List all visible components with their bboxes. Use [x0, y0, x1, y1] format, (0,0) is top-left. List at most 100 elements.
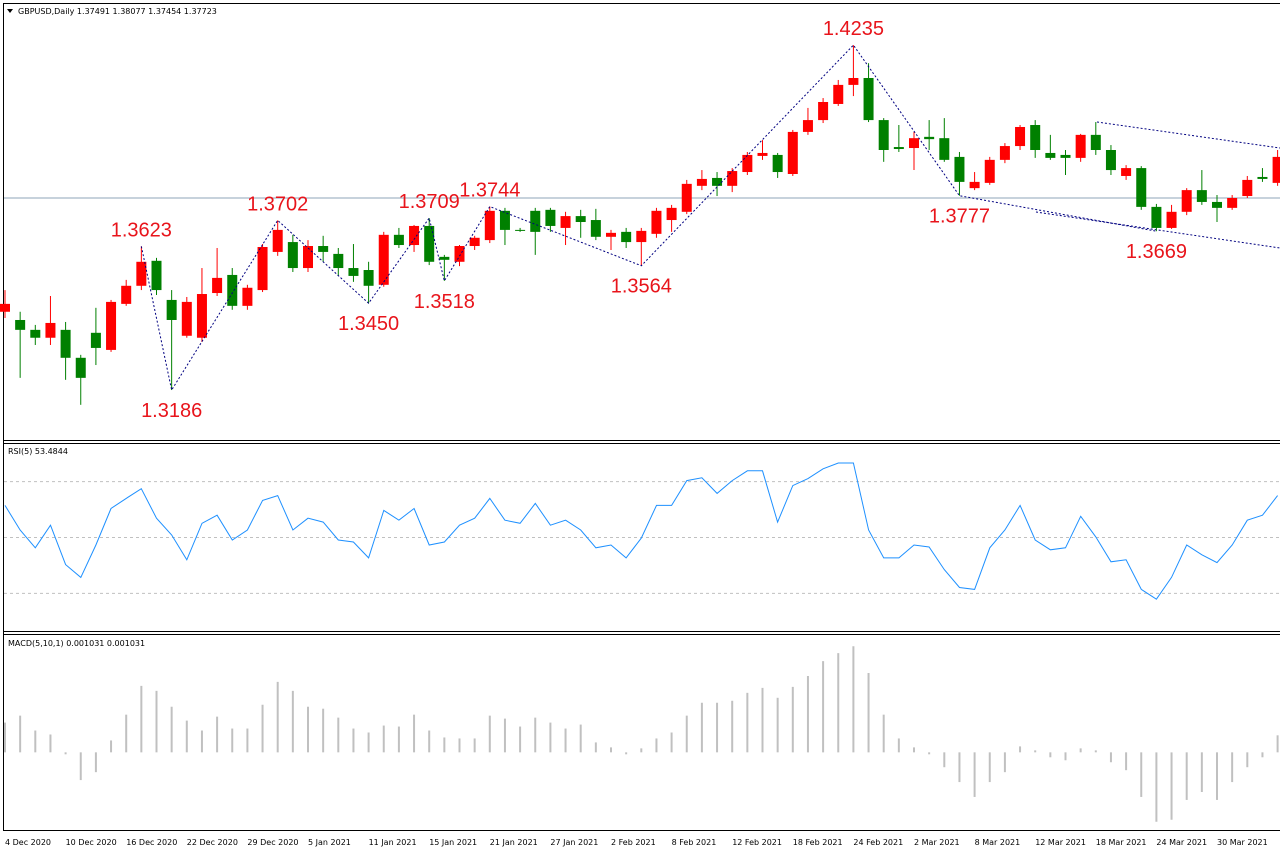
candle-body — [212, 277, 223, 294]
candle-body — [772, 154, 783, 173]
candle-body — [560, 216, 571, 228]
candle-body — [818, 101, 829, 121]
candle-body — [1121, 168, 1132, 176]
x-tick-label: 16 Dec 2020 — [126, 838, 177, 847]
x-tick-label: 18 Mar 2021 — [1096, 838, 1147, 847]
candle-body — [1105, 150, 1116, 171]
candle-body — [166, 299, 177, 320]
x-tick-label: 15 Jan 2021 — [429, 838, 477, 847]
candle-body — [181, 301, 192, 336]
candle-body — [666, 207, 677, 221]
candle-body — [999, 146, 1010, 160]
candle-body — [151, 260, 162, 291]
x-tick-label: 12 Mar 2021 — [1035, 838, 1086, 847]
candle-body — [878, 120, 889, 150]
rsi-title: RSI(5) 53.4844 — [8, 447, 68, 456]
candle-body — [75, 357, 86, 378]
x-tick-label: 30 Mar 2021 — [1217, 838, 1268, 847]
x-tick-label: 2 Mar 2021 — [914, 838, 960, 847]
candle-body — [984, 159, 995, 183]
candle-body — [515, 229, 526, 231]
candle-body — [681, 183, 692, 212]
candle-body — [257, 246, 268, 291]
candle-body — [1272, 156, 1280, 183]
candle-body — [90, 332, 101, 348]
x-tick-label: 24 Feb 2021 — [853, 838, 903, 847]
rsi-line — [4, 462, 1278, 600]
candle-body — [424, 225, 435, 262]
candle-body — [1212, 201, 1222, 208]
candle-body — [1030, 125, 1041, 150]
candle-body — [833, 84, 844, 104]
candle-body — [484, 210, 495, 241]
candle-body — [1257, 176, 1268, 179]
price-annotation: 1.3450 — [338, 313, 399, 335]
candle-body — [45, 322, 56, 338]
candle-body — [848, 77, 859, 85]
candle-body — [893, 147, 904, 150]
candle-body — [696, 178, 707, 186]
candle-body — [1151, 206, 1162, 228]
candle-body — [1181, 190, 1192, 212]
x-tick-label: 8 Feb 2021 — [672, 838, 717, 847]
x-tick-label: 10 Dec 2020 — [66, 838, 117, 847]
zigzag — [140, 44, 1157, 392]
candle-body — [378, 234, 389, 285]
candle-body — [1136, 168, 1147, 207]
candle-body — [242, 287, 253, 306]
price-annotation: 1.3186 — [141, 400, 202, 422]
candle-body — [363, 270, 374, 286]
candle-body — [136, 261, 147, 286]
candle-body — [924, 136, 935, 140]
candle-body — [727, 171, 738, 186]
candle-body — [1060, 154, 1071, 158]
x-tick-label: 22 Dec 2020 — [187, 838, 238, 847]
candle-body — [333, 253, 344, 269]
candle-body — [1166, 211, 1177, 228]
x-tick-label: 2 Feb 2021 — [611, 838, 656, 847]
price-annotation: 1.3702 — [247, 193, 308, 215]
candle-body — [409, 225, 420, 246]
candle-body — [621, 231, 632, 243]
candle-body — [287, 242, 298, 269]
candle-body — [575, 216, 586, 223]
candle-body — [454, 246, 465, 262]
price-annotation: 1.3623 — [111, 219, 172, 241]
candle-body — [954, 156, 965, 182]
dropdown-icon — [7, 9, 13, 13]
candle-body — [272, 229, 283, 252]
x-tick-label: 8 Mar 2021 — [975, 838, 1021, 847]
candle-body — [303, 246, 313, 269]
candle-body — [909, 138, 919, 149]
candle-body — [1045, 152, 1056, 158]
candle-body — [636, 230, 647, 243]
candle-body — [969, 181, 980, 189]
candle-body — [787, 131, 798, 175]
symbol-header: GBPUSD,Daily 1.37491 1.38077 1.37454 1.3… — [18, 7, 217, 16]
candle-body — [742, 154, 753, 173]
candle-body — [348, 268, 359, 276]
candle-body — [606, 232, 616, 237]
candle-body — [651, 210, 662, 234]
candle-body — [1242, 179, 1253, 197]
candle-body — [590, 220, 601, 237]
candle-body — [712, 177, 723, 186]
candle-body — [15, 319, 26, 330]
candle-body — [318, 246, 329, 252]
channel-line — [1096, 121, 1280, 149]
x-tick-label: 27 Jan 2021 — [550, 838, 598, 847]
candle-body — [757, 152, 768, 156]
x-tick-label: 5 Jan 2021 — [308, 838, 351, 847]
candle-body — [499, 210, 510, 230]
candle-body — [121, 285, 132, 304]
candle-body — [0, 303, 10, 312]
x-tick-label: 24 Mar 2021 — [1156, 838, 1207, 847]
candle-body — [1075, 134, 1086, 158]
candle-body — [863, 77, 874, 121]
candle-body — [60, 329, 71, 358]
candle-body — [545, 209, 556, 226]
